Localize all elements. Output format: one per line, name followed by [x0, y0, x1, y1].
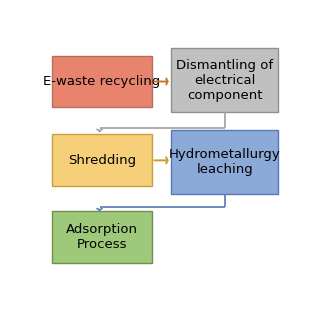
Text: E-waste recycling: E-waste recycling — [44, 75, 161, 88]
Text: Shredding: Shredding — [68, 154, 136, 167]
FancyBboxPatch shape — [52, 211, 152, 263]
FancyBboxPatch shape — [172, 48, 278, 112]
FancyBboxPatch shape — [52, 134, 152, 186]
FancyBboxPatch shape — [52, 56, 152, 108]
Text: Dismantling of
electrical
component: Dismantling of electrical component — [176, 59, 273, 102]
Text: Adsorption
Process: Adsorption Process — [66, 223, 138, 251]
Text: Hydrometallurgy
leaching: Hydrometallurgy leaching — [169, 148, 281, 176]
FancyBboxPatch shape — [172, 130, 278, 194]
